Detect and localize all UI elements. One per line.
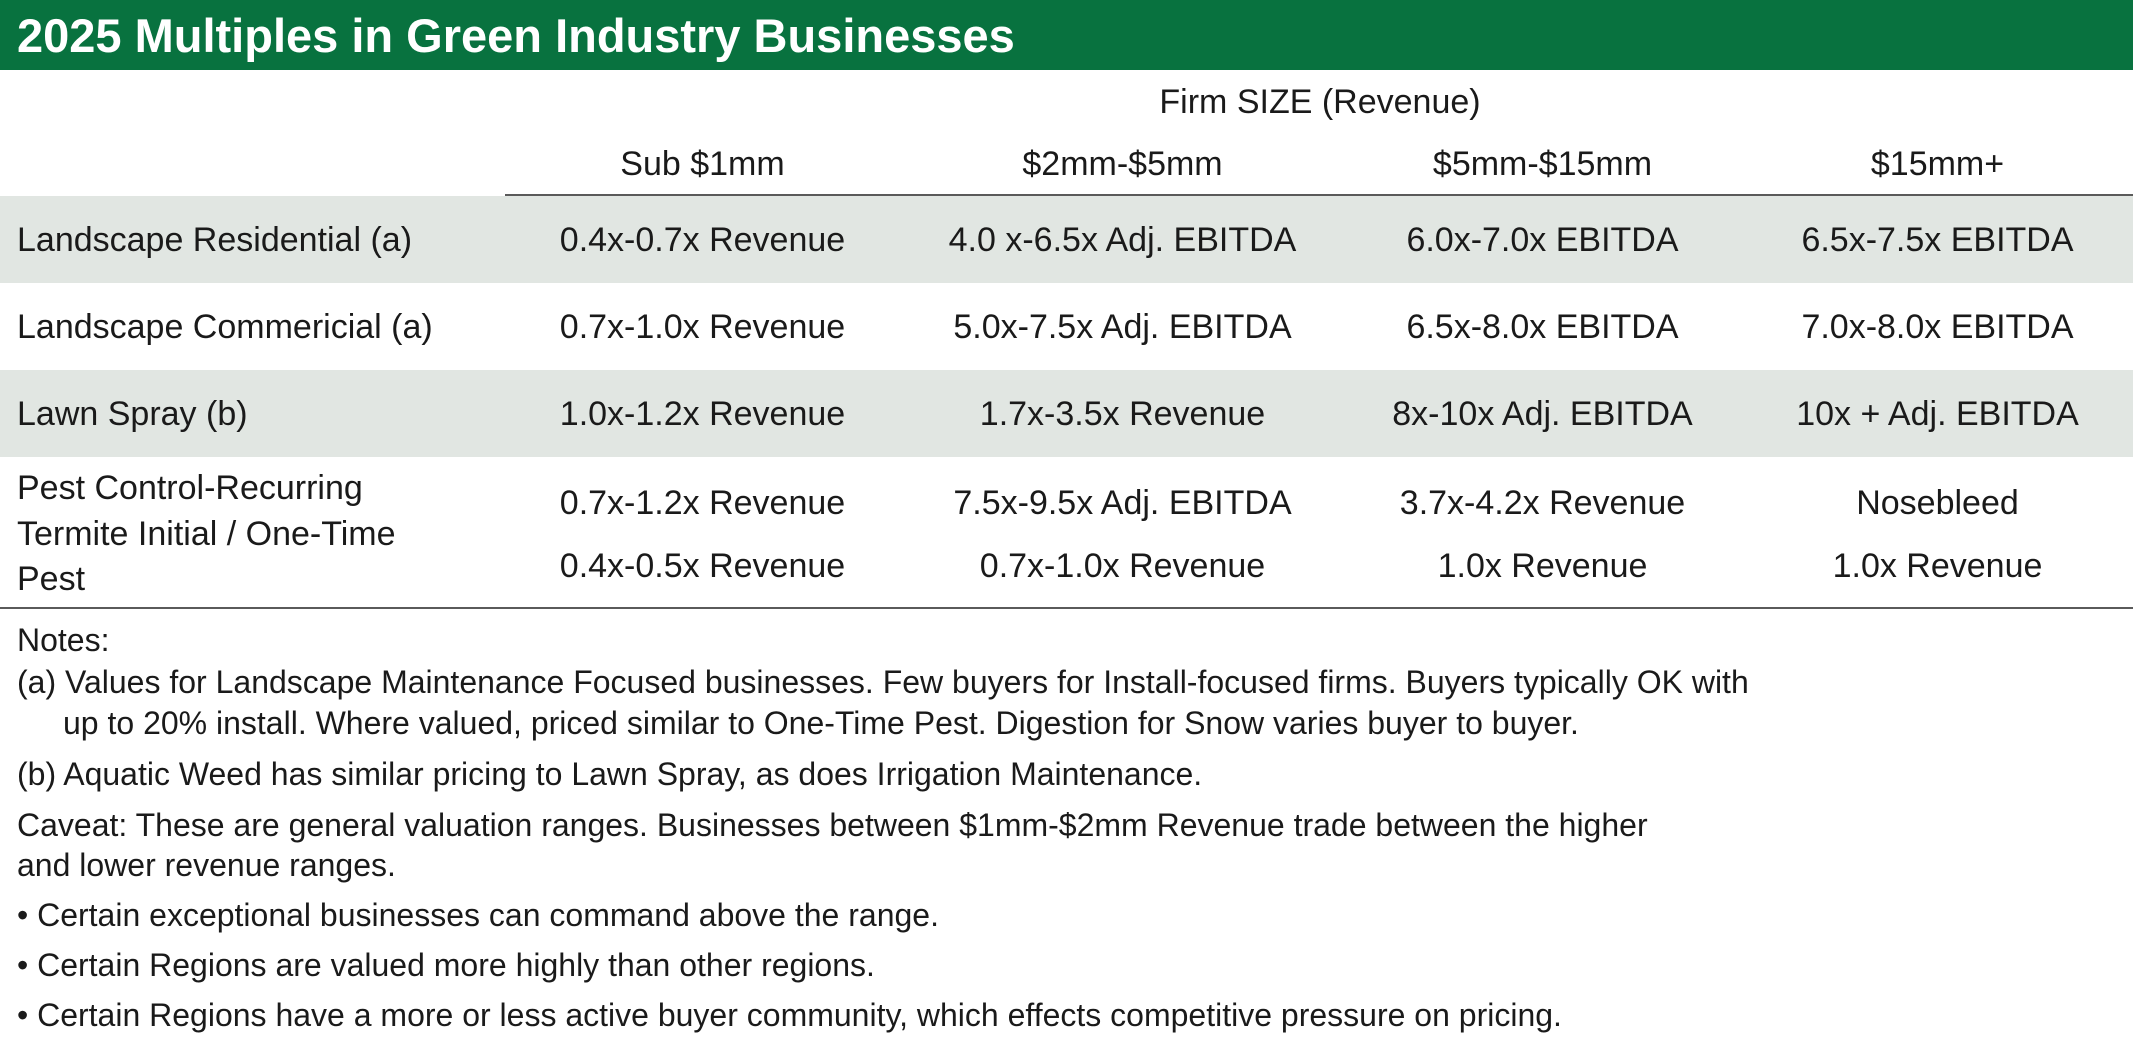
- table-row-band: [0, 196, 2133, 283]
- table-cell: Nosebleed: [1856, 484, 2019, 522]
- table-cell: 10x + Adj. EBITDA: [1796, 395, 2079, 433]
- column-header-2mm-5mm: $2mm-$5mm: [1022, 145, 1223, 183]
- column-header-sub-1mm: Sub $1mm: [620, 145, 785, 183]
- table-cell: 6.0x-7.0x EBITDA: [1406, 221, 1679, 259]
- table-row-band: [0, 370, 2133, 457]
- table-cell: 1.0x Revenue: [1437, 547, 1648, 585]
- row-label-lawn-spray: Lawn Spray (b): [17, 395, 248, 433]
- table-cell: 6.5x-8.0x EBITDA: [1406, 308, 1679, 346]
- table-bottom-divider: [0, 607, 2133, 609]
- title-bar: 2025 Multiples in Green Industry Busines…: [0, 0, 2133, 70]
- table-cell: 7.5x-9.5x Adj. EBITDA: [953, 484, 1292, 522]
- table-cell: 0.4x-0.7x Revenue: [559, 221, 846, 259]
- header-divider: [505, 194, 2133, 196]
- table-cell: 1.0x-1.2x Revenue: [559, 395, 846, 433]
- table-cell: 0.7x-1.2x Revenue: [559, 484, 846, 522]
- table-cell: 4.0 x-6.5x Adj. EBITDA: [948, 221, 1297, 259]
- bullet-item: • Certain exceptional businesses can com…: [17, 897, 939, 933]
- caveat-line1: Caveat: These are general valuation rang…: [17, 807, 1648, 843]
- column-header-15mm-plus: $15mm+: [1870, 145, 2005, 183]
- table-cell: 6.5x-7.5x EBITDA: [1801, 221, 2074, 259]
- table-cell: 0.7x-1.0x Revenue: [979, 547, 1266, 585]
- caveat-line2: and lower revenue ranges.: [17, 847, 396, 883]
- bullet-item: • Certain Regions have a more or less ac…: [17, 997, 1562, 1033]
- table-cell: 5.0x-7.5x Adj. EBITDA: [953, 308, 1292, 346]
- row-label-landscape-commercial: Landscape Commericial (a): [17, 308, 433, 346]
- note-b: (b) Aquatic Weed has similar pricing to …: [17, 756, 1203, 792]
- row-label-pest-control-line3: Pest: [17, 560, 86, 598]
- table-cell: 1.7x-3.5x Revenue: [979, 395, 1266, 433]
- table-cell: 1.0x Revenue: [1832, 547, 2043, 585]
- table-cell: 8x-10x Adj. EBITDA: [1392, 395, 1693, 433]
- row-label-pest-control-line2: Termite Initial / One-Time: [17, 515, 396, 553]
- note-a-line1: (a) Values for Landscape Maintenance Foc…: [17, 664, 1749, 700]
- page-title: 2025 Multiples in Green Industry Busines…: [17, 9, 1015, 62]
- row-label-pest-control-line1: Pest Control-Recurring: [17, 469, 363, 507]
- bullet-item: • Certain Regions are valued more highly…: [17, 947, 875, 983]
- notes-heading: Notes:: [17, 622, 110, 658]
- column-group-header: Firm SIZE (Revenue): [1159, 83, 1481, 121]
- table-cell: 0.4x-0.5x Revenue: [559, 547, 846, 585]
- row-label-landscape-residential: Landscape Residential (a): [17, 221, 413, 259]
- note-a-line2: up to 20% install. Where valued, priced …: [63, 705, 1579, 741]
- table-cell: 3.7x-4.2x Revenue: [1399, 484, 1686, 522]
- table-cell: 7.0x-8.0x EBITDA: [1801, 308, 2074, 346]
- table-cell: 0.7x-1.0x Revenue: [559, 308, 846, 346]
- column-header-5mm-15mm: $5mm-$15mm: [1432, 145, 1653, 183]
